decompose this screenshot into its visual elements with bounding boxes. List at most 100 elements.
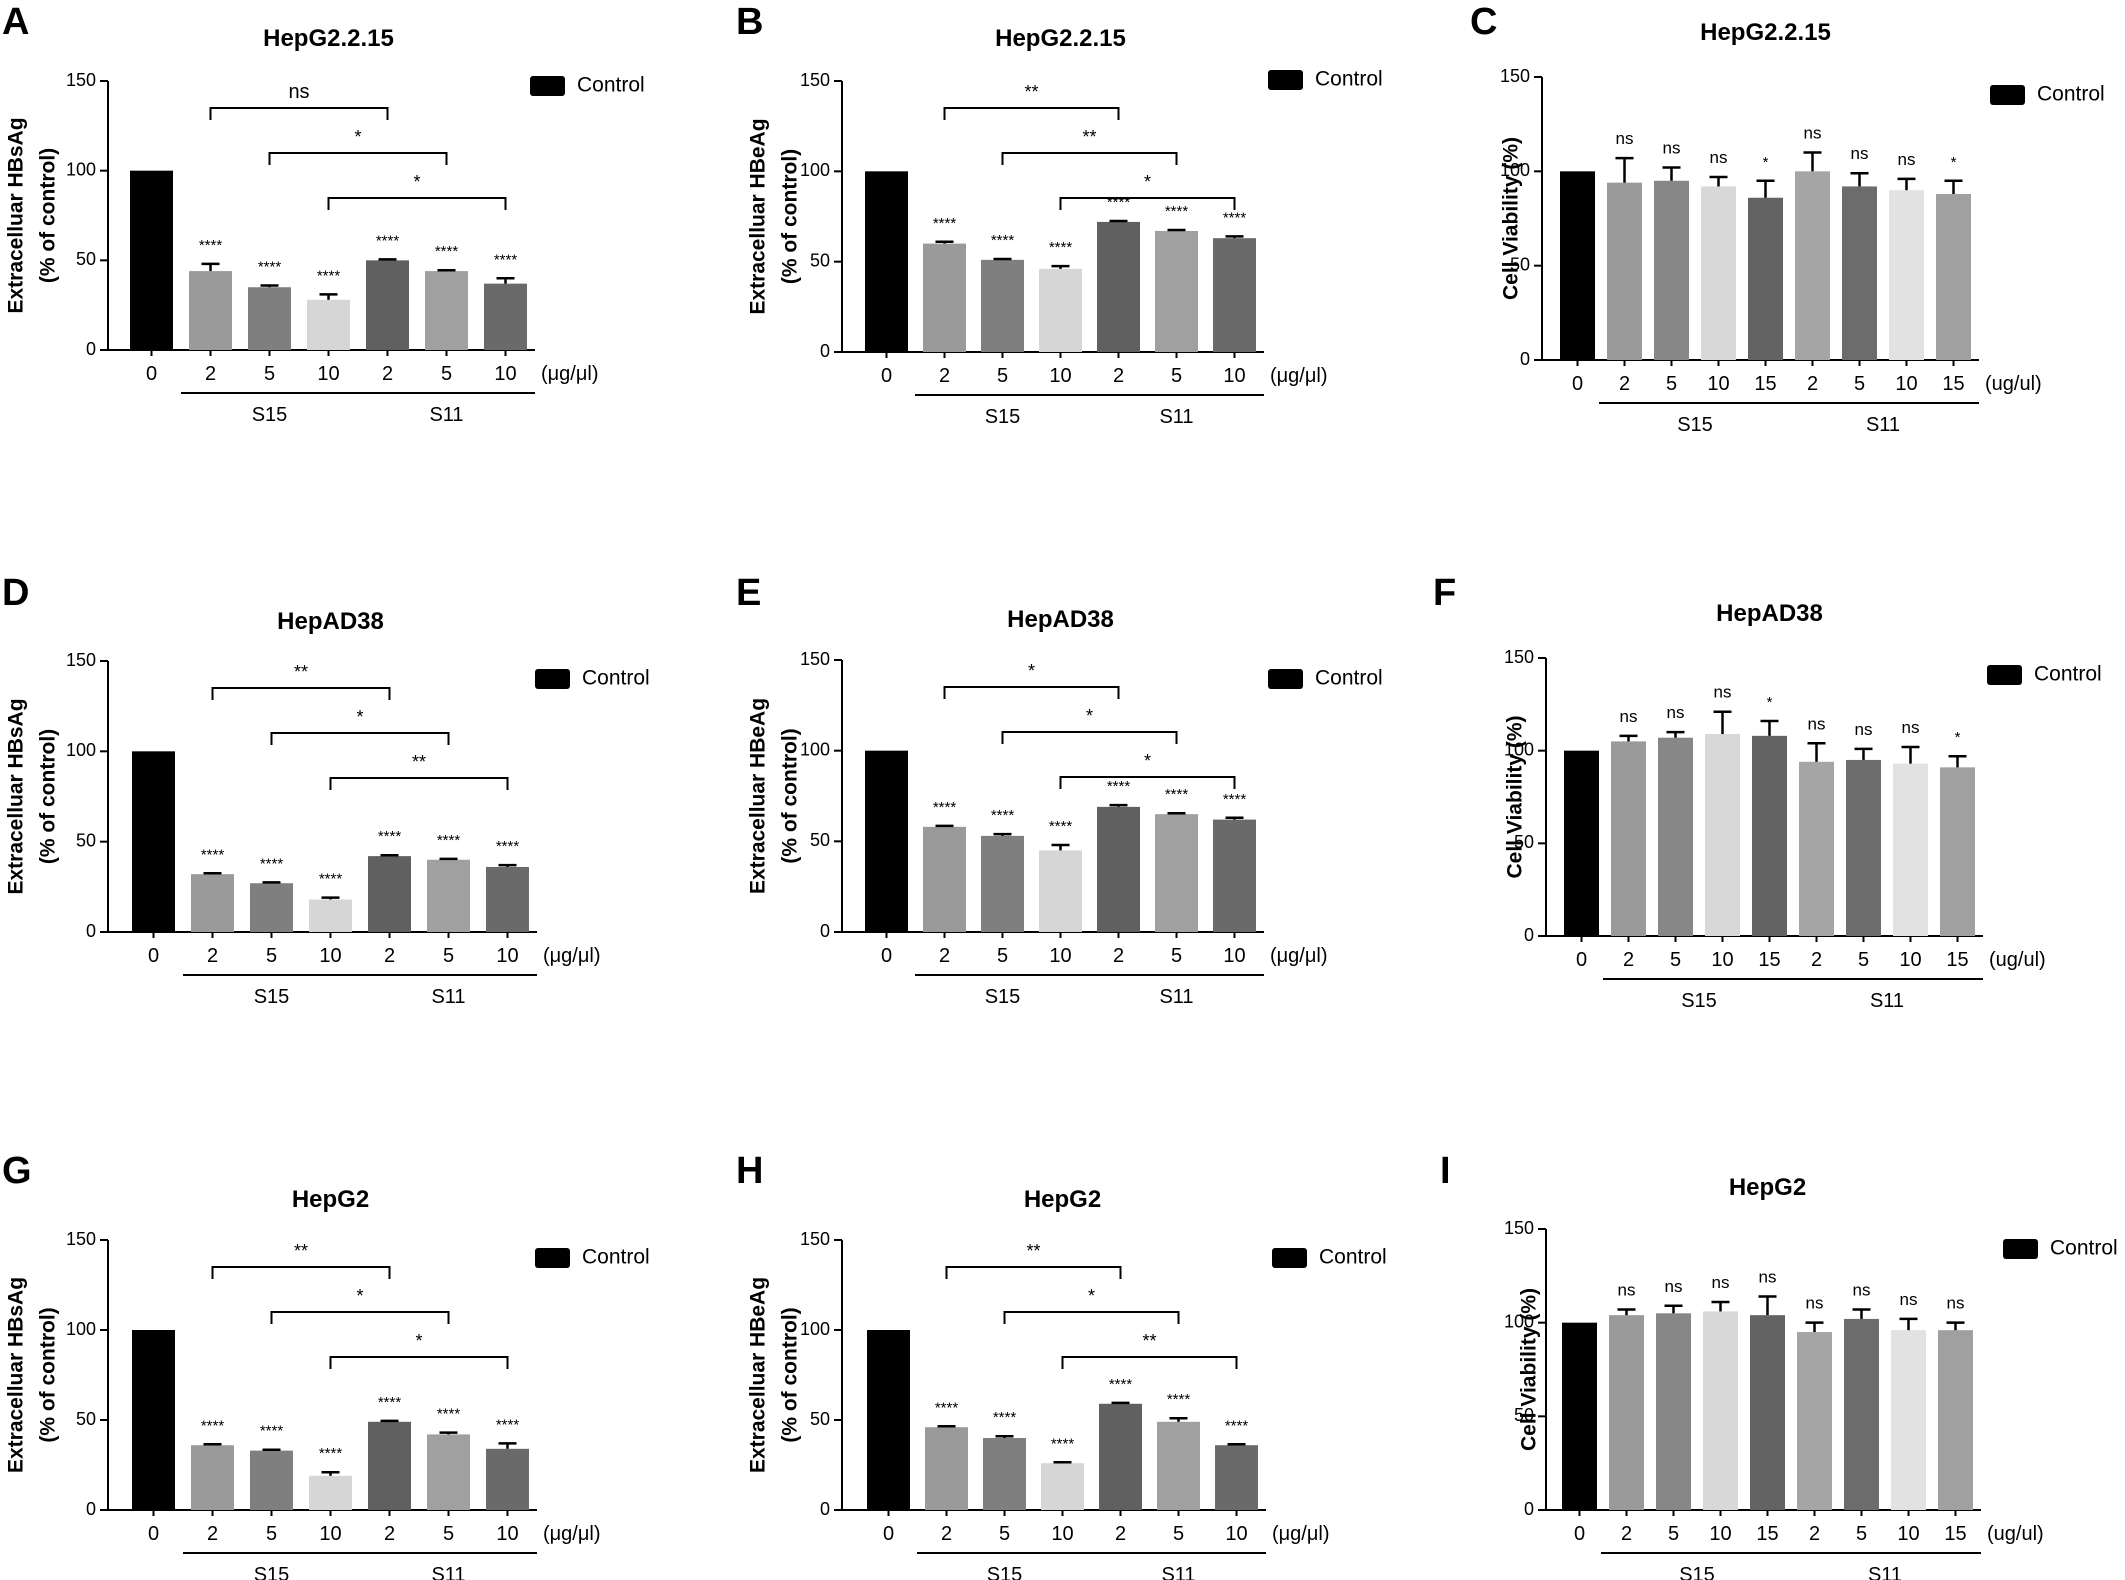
y-tick-label: 50 [810, 830, 830, 850]
comparison-label: ns [288, 81, 309, 103]
sig-label: ns [1947, 1294, 1965, 1313]
sig-label: **** [1225, 1417, 1249, 1434]
bar-0 [865, 171, 908, 352]
bar-7 [1889, 190, 1924, 360]
sig-label: * [1767, 694, 1773, 711]
sig-label: ns [1759, 1267, 1777, 1286]
chart-title: HepAD38 [1716, 600, 1823, 627]
bar-5 [425, 271, 468, 350]
sig-label: **** [437, 1406, 461, 1423]
bar-4 [1748, 197, 1783, 360]
x-tick-label: 15 [1942, 373, 1964, 395]
comparison-label: * [356, 1286, 363, 1306]
y-tick-label: 150 [66, 650, 96, 670]
x-tick-label: 5 [266, 1523, 277, 1545]
sig-label: ns [1806, 1294, 1824, 1313]
bar-5 [1155, 814, 1198, 932]
y-axis-label-line: Cell Viability (%) [1500, 137, 1523, 300]
bar-1 [191, 1445, 234, 1510]
y-axis-label-line: Extracelluar HBsAg [5, 698, 28, 894]
bar-4 [1097, 221, 1140, 352]
y-tick-label: 0 [820, 341, 830, 361]
comparison-label: ** [294, 662, 308, 682]
legend-swatch [1272, 1248, 1307, 1268]
sig-label: **** [993, 1409, 1017, 1426]
bar-4 [1750, 1315, 1785, 1510]
x-tick-label: 5 [1171, 365, 1182, 387]
chart-title: HepG2.2.15 [995, 25, 1126, 52]
bar-4 [368, 1421, 411, 1510]
bar-6 [1213, 819, 1256, 932]
y-axis-label: Cell Viability (%) [1504, 716, 1527, 879]
sig-label: ns [1902, 718, 1920, 737]
x-tick-label: 5 [1858, 949, 1869, 971]
sig-label: ns [1710, 148, 1728, 167]
y-tick-label: 100 [800, 739, 830, 759]
y-tick-label: 50 [1514, 1405, 1534, 1425]
comparison-label: * [1086, 706, 1093, 726]
comparison-label: ** [1024, 82, 1038, 102]
x-tick-label: 10 [1049, 945, 1071, 967]
x-tick-label: 15 [1758, 949, 1780, 971]
x-tick-label: 10 [496, 1523, 518, 1545]
bar-2 [250, 1450, 293, 1510]
sig-label: ns [1712, 1273, 1730, 1292]
x-tick-label: 10 [319, 1523, 341, 1545]
y-axis-label: Extracelluar HBsAg (% of control) [5, 1277, 60, 1473]
comparison-bracket [1059, 197, 1236, 210]
y-tick-label: 100 [1504, 739, 1534, 759]
bar-5 [427, 859, 470, 932]
x-tick-label: 5 [1856, 1523, 1867, 1545]
x-tick-label: 5 [264, 363, 275, 385]
sig-label: ns [1808, 714, 1826, 733]
bar-6 [486, 1448, 529, 1510]
y-tick-label: 50 [810, 1409, 830, 1429]
x-tick-label: 2 [1113, 365, 1124, 387]
y-tick-label: 0 [1524, 925, 1534, 945]
bar-1 [923, 243, 966, 352]
x-tick-label: 0 [881, 945, 892, 967]
group-label: S11 [1868, 1564, 1902, 1580]
group-label: S15 [987, 1564, 1023, 1580]
comparison-label: ** [1142, 1331, 1156, 1351]
y-axis-label-line: Extracelluar HBeAg [747, 698, 770, 894]
y-tick-label: 50 [1514, 832, 1534, 852]
bar-2 [1658, 737, 1693, 936]
bar-0 [1562, 1322, 1597, 1510]
y-tick-label: 150 [800, 70, 830, 90]
y-axis-label-line: (% of control) [779, 149, 802, 284]
y-axis-label-line: Extracelluar HBeAg [747, 118, 770, 314]
group-label: S15 [254, 986, 290, 1008]
group-label: S15 [985, 406, 1021, 428]
sig-label: **** [494, 251, 518, 268]
y-tick-label: 50 [1510, 254, 1530, 274]
bar-0 [1564, 750, 1599, 936]
x-tick-label: 2 [205, 363, 216, 385]
sig-label: **** [1167, 1391, 1191, 1408]
x-tick-label: 2 [1113, 945, 1124, 967]
comparison-label: ** [1082, 127, 1096, 147]
panel-letter: H [736, 1150, 763, 1192]
y-axis-label-line: (% of control) [37, 148, 60, 283]
panel-letter: D [2, 572, 29, 614]
sig-label: * [1763, 154, 1769, 171]
bar-5 [427, 1434, 470, 1510]
y-tick-label: 150 [800, 649, 830, 669]
x-tick-label: 2 [1623, 949, 1634, 971]
comparison-label: ** [1026, 1241, 1040, 1261]
y-axis-label: Cell Viability (%) [1500, 137, 1523, 300]
x-tick-label: 2 [939, 365, 950, 387]
y-tick-label: 100 [1500, 160, 1530, 180]
sig-label: **** [319, 871, 343, 888]
sig-label: **** [437, 832, 461, 849]
sig-label: ns [1618, 1281, 1636, 1300]
x-tick-label: 5 [1666, 373, 1677, 395]
bar-5 [1797, 1332, 1832, 1510]
bar-8 [1938, 1330, 1973, 1510]
sig-label: **** [1107, 194, 1131, 211]
x-tick-label: 10 [496, 945, 518, 967]
bar-6 [486, 866, 529, 932]
sig-label: **** [496, 838, 520, 855]
x-tick-label: 10 [1049, 365, 1071, 387]
legend-label: Control [2050, 1237, 2118, 1260]
